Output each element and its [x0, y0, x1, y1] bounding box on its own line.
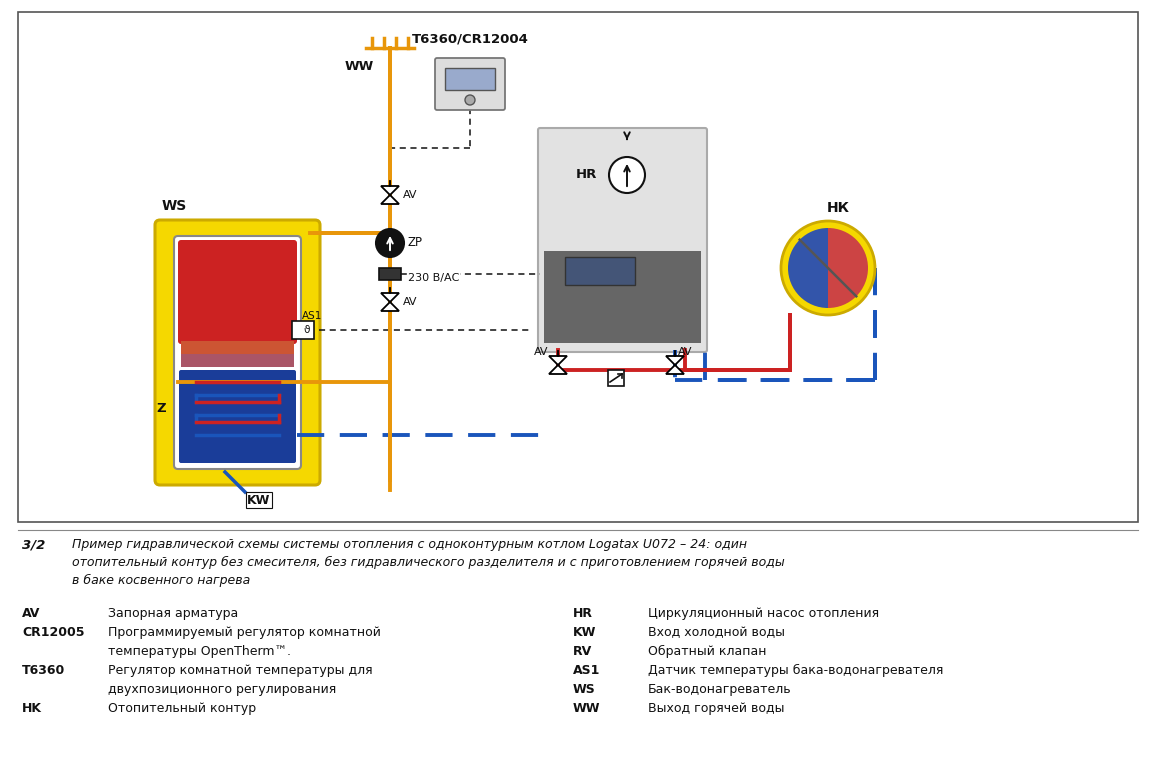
Bar: [544, 251, 701, 343]
Text: AV: AV: [22, 607, 41, 620]
Circle shape: [781, 221, 875, 315]
Text: Бак-водонагреватель: Бак-водонагреватель: [648, 683, 792, 696]
Text: CR12005: CR12005: [22, 626, 85, 639]
Bar: [181, 341, 294, 359]
Wedge shape: [788, 228, 828, 308]
Text: 3/2: 3/2: [22, 538, 45, 551]
Polygon shape: [381, 293, 398, 311]
Text: RV: RV: [573, 645, 592, 658]
Circle shape: [376, 229, 404, 257]
Text: AS1: AS1: [573, 664, 600, 677]
Text: Z: Z: [156, 402, 165, 415]
Text: T6360: T6360: [22, 664, 65, 677]
Polygon shape: [549, 356, 567, 374]
Text: WW: WW: [345, 60, 374, 73]
Text: Отопительный контур: Отопительный контур: [108, 702, 256, 715]
Text: НК: НК: [826, 201, 849, 215]
Bar: [608, 370, 624, 386]
Text: WS: WS: [573, 683, 595, 696]
Text: двухпозиционного регулирования: двухпозиционного регулирования: [108, 683, 337, 696]
Text: отопительный контур без смесителя, без гидравлического разделителя и с приготовл: отопительный контур без смесителя, без г…: [72, 556, 785, 569]
Text: Пример гидравлической схемы системы отопления с одноконтурным котлом Logatax U07: Пример гидравлической схемы системы отоп…: [72, 538, 747, 551]
Circle shape: [465, 95, 475, 105]
Text: Датчик температуры бака-водонагревателя: Датчик температуры бака-водонагревателя: [648, 664, 944, 677]
Text: AS1: AS1: [302, 311, 323, 321]
FancyBboxPatch shape: [435, 58, 504, 110]
Bar: [292, 321, 315, 339]
Wedge shape: [828, 228, 868, 308]
Text: KW: KW: [573, 626, 596, 639]
Circle shape: [609, 157, 645, 193]
Bar: [565, 257, 635, 285]
Polygon shape: [666, 356, 684, 374]
Text: ϑ: ϑ: [303, 325, 310, 335]
FancyBboxPatch shape: [179, 370, 296, 463]
FancyBboxPatch shape: [538, 128, 707, 352]
Text: WS: WS: [162, 199, 188, 213]
Text: HR: HR: [573, 607, 593, 620]
Text: Вход холодной воды: Вход холодной воды: [648, 626, 785, 639]
Text: Программируемый регулятор комнатной: Программируемый регулятор комнатной: [108, 626, 381, 639]
Text: в баке косвенного нагрева: в баке косвенного нагрева: [72, 574, 250, 587]
Text: KW: KW: [247, 494, 270, 507]
FancyBboxPatch shape: [155, 220, 320, 485]
Text: AV: AV: [678, 347, 692, 357]
Text: HK: HK: [22, 702, 42, 715]
Text: 230 В/АС: 230 В/АС: [408, 273, 459, 283]
Text: AV: AV: [534, 347, 549, 357]
Text: ZP: ZP: [408, 237, 423, 250]
FancyBboxPatch shape: [174, 236, 301, 469]
Text: HR: HR: [576, 168, 596, 181]
Text: Циркуляционный насос отопления: Циркуляционный насос отопления: [648, 607, 880, 620]
Bar: [181, 354, 294, 367]
Text: температуры OpenTherm™.: температуры OpenTherm™.: [108, 645, 291, 658]
Bar: [379, 268, 401, 280]
Text: AV: AV: [403, 190, 417, 200]
Text: Выход горячей воды: Выход горячей воды: [648, 702, 784, 715]
Text: Обратный клапан: Обратный клапан: [648, 645, 767, 658]
Text: WW: WW: [573, 702, 600, 715]
Bar: [17, 12, 1138, 522]
Text: T6360/CR12004: T6360/CR12004: [411, 33, 529, 46]
Text: Запорная арматура: Запорная арматура: [108, 607, 239, 620]
Text: Регулятор комнатной температуры для: Регулятор комнатной температуры для: [108, 664, 373, 677]
Bar: [445, 68, 495, 90]
Polygon shape: [381, 186, 398, 204]
Text: AV: AV: [403, 297, 417, 307]
FancyBboxPatch shape: [178, 240, 297, 344]
